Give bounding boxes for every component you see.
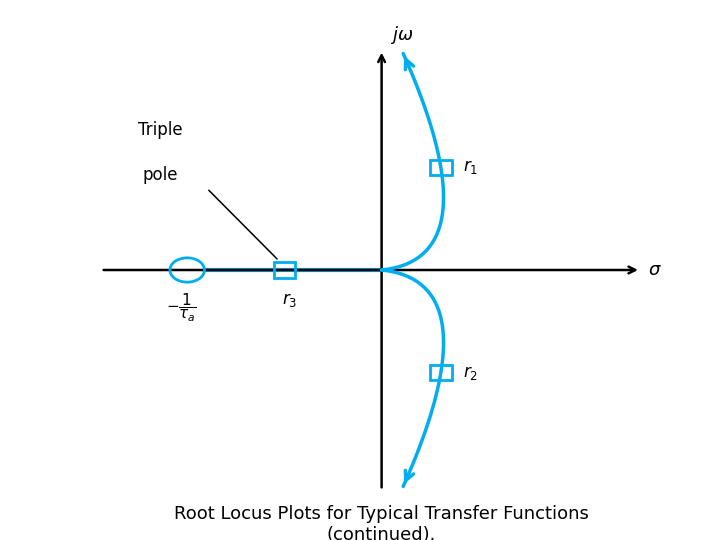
Text: $r_2$: $r_2$: [463, 363, 477, 382]
Text: $-\dfrac{1}{\tau_a}$: $-\dfrac{1}{\tau_a}$: [166, 291, 197, 324]
Bar: [274, 262, 295, 278]
Bar: [431, 365, 452, 380]
Text: Root Locus Plots for Typical Transfer Functions
(continued).: Root Locus Plots for Typical Transfer Fu…: [174, 505, 589, 540]
Text: $r_3$: $r_3$: [282, 291, 297, 309]
Text: $j\omega$: $j\omega$: [390, 24, 413, 46]
Text: $r_1$: $r_1$: [463, 158, 478, 177]
Text: $\sigma$: $\sigma$: [649, 261, 662, 279]
Text: pole: pole: [143, 166, 178, 184]
Bar: [431, 160, 452, 175]
Text: Triple: Triple: [138, 120, 182, 139]
